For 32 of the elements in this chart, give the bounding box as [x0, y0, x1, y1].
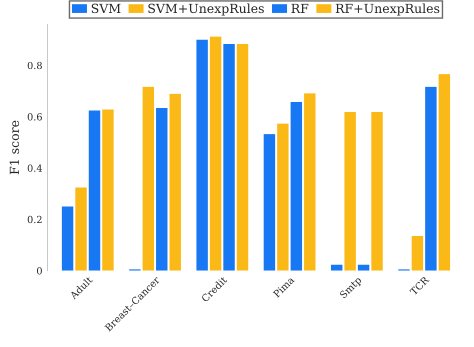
bar — [344, 112, 356, 271]
bar — [412, 236, 424, 271]
legend-label: RF+UnexpRules — [336, 3, 440, 16]
bar — [290, 102, 302, 271]
bar — [102, 109, 114, 271]
bar — [304, 93, 316, 271]
y-tick-label: 0.4 — [28, 164, 42, 172]
bar — [264, 134, 276, 271]
bar — [75, 188, 87, 271]
bar — [196, 40, 208, 271]
bar — [62, 206, 74, 271]
bar — [371, 112, 383, 271]
legend-label: RF — [291, 4, 308, 13]
bar — [425, 86, 437, 271]
bar — [210, 36, 222, 271]
bar — [142, 86, 154, 271]
bar — [156, 108, 168, 271]
y-tick-label: 0.8 — [28, 62, 42, 70]
bar — [330, 264, 342, 271]
bar — [223, 44, 235, 271]
legend-label: SVM — [92, 4, 120, 14]
bar — [277, 124, 289, 271]
bar — [358, 264, 370, 271]
y-tick-label: 0.6 — [28, 113, 42, 121]
bar — [170, 94, 181, 271]
bar — [438, 74, 450, 271]
legend-label: SVM+UnexpRules — [148, 3, 264, 16]
bar — [88, 110, 100, 271]
y-tick-label: 0 — [36, 267, 42, 274]
bar — [236, 44, 248, 271]
y-axis-title: F1 score — [10, 120, 20, 174]
y-tick-label: 0.2 — [28, 216, 42, 224]
